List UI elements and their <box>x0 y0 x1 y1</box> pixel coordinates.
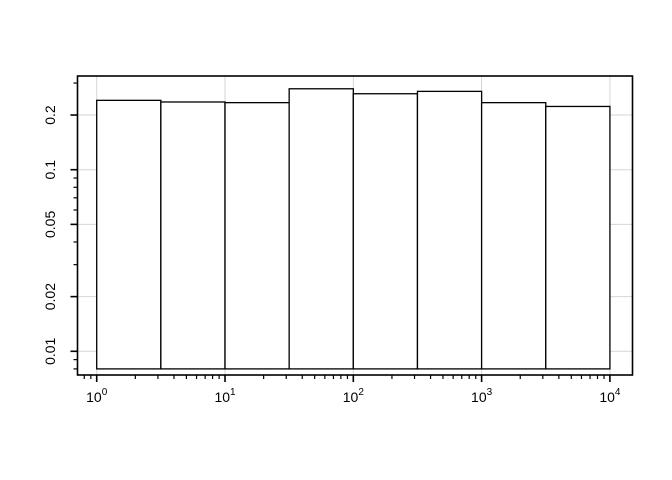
ticks-layer <box>70 82 611 382</box>
histogram-bar <box>352 93 419 370</box>
x-axis-tick-label: 101 <box>214 387 236 405</box>
histogram-bar <box>416 90 483 370</box>
y-axis-tick-label: 0.05 <box>42 211 58 238</box>
box-layer <box>76 75 634 376</box>
x-axis-tick-label: 102 <box>343 387 365 405</box>
histogram-bar <box>545 105 611 370</box>
y-axis-tick-label: 0.01 <box>42 337 58 364</box>
plot-box <box>76 75 634 376</box>
histogram-bar <box>288 88 354 370</box>
x-axis-tick-label: 100 <box>86 387 108 405</box>
histogram-bar <box>224 102 290 370</box>
labels-layer: 100 101 102 103 104 0.2 0.1 0.05 0.02 0.01 <box>42 105 621 405</box>
y-axis-tick-label: 0.1 <box>42 160 58 180</box>
histogram-bar <box>160 101 226 370</box>
histogram-bar <box>96 99 162 370</box>
y-axis-tick-label: 0.2 <box>42 105 58 125</box>
histogram-bar <box>480 102 547 370</box>
x-axis-tick-label: 104 <box>599 387 621 405</box>
x-axis-tick-label: 103 <box>471 387 493 405</box>
y-axis-tick-label: 0.02 <box>42 283 58 310</box>
bars-layer <box>96 88 611 370</box>
